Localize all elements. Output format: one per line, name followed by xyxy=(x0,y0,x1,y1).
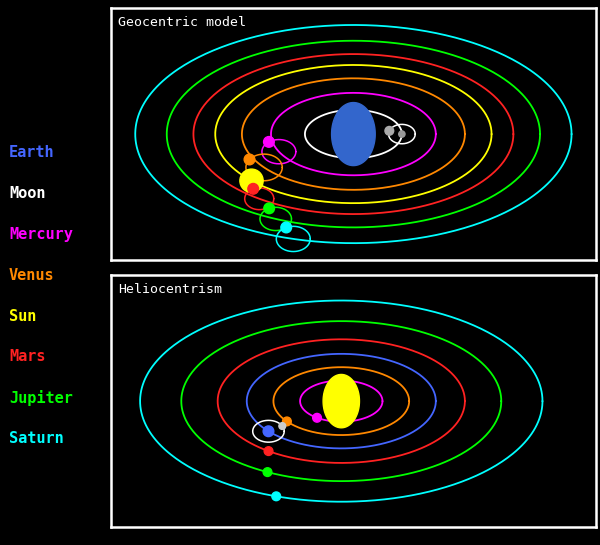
Circle shape xyxy=(263,468,272,476)
Circle shape xyxy=(263,426,274,437)
Polygon shape xyxy=(323,374,359,428)
Circle shape xyxy=(385,126,394,135)
Polygon shape xyxy=(332,102,375,166)
Text: Mercury: Mercury xyxy=(9,227,73,242)
Text: Saturn: Saturn xyxy=(9,431,64,446)
Circle shape xyxy=(272,492,281,501)
Circle shape xyxy=(279,422,286,429)
Circle shape xyxy=(264,447,273,456)
Circle shape xyxy=(244,154,255,165)
Circle shape xyxy=(248,184,259,194)
Text: Geocentric model: Geocentric model xyxy=(118,16,246,28)
Text: Sun: Sun xyxy=(9,308,36,324)
Circle shape xyxy=(240,169,263,192)
Circle shape xyxy=(263,137,274,147)
Text: Earth: Earth xyxy=(9,145,55,160)
Text: Jupiter: Jupiter xyxy=(9,390,73,406)
Text: Moon: Moon xyxy=(9,186,46,201)
Circle shape xyxy=(399,131,405,137)
Text: Mars: Mars xyxy=(9,349,46,365)
Circle shape xyxy=(313,414,322,422)
Circle shape xyxy=(281,222,292,233)
Text: Venus: Venus xyxy=(9,268,55,283)
Text: Heliocentrism: Heliocentrism xyxy=(118,283,222,295)
Circle shape xyxy=(283,417,291,426)
Circle shape xyxy=(264,203,275,214)
